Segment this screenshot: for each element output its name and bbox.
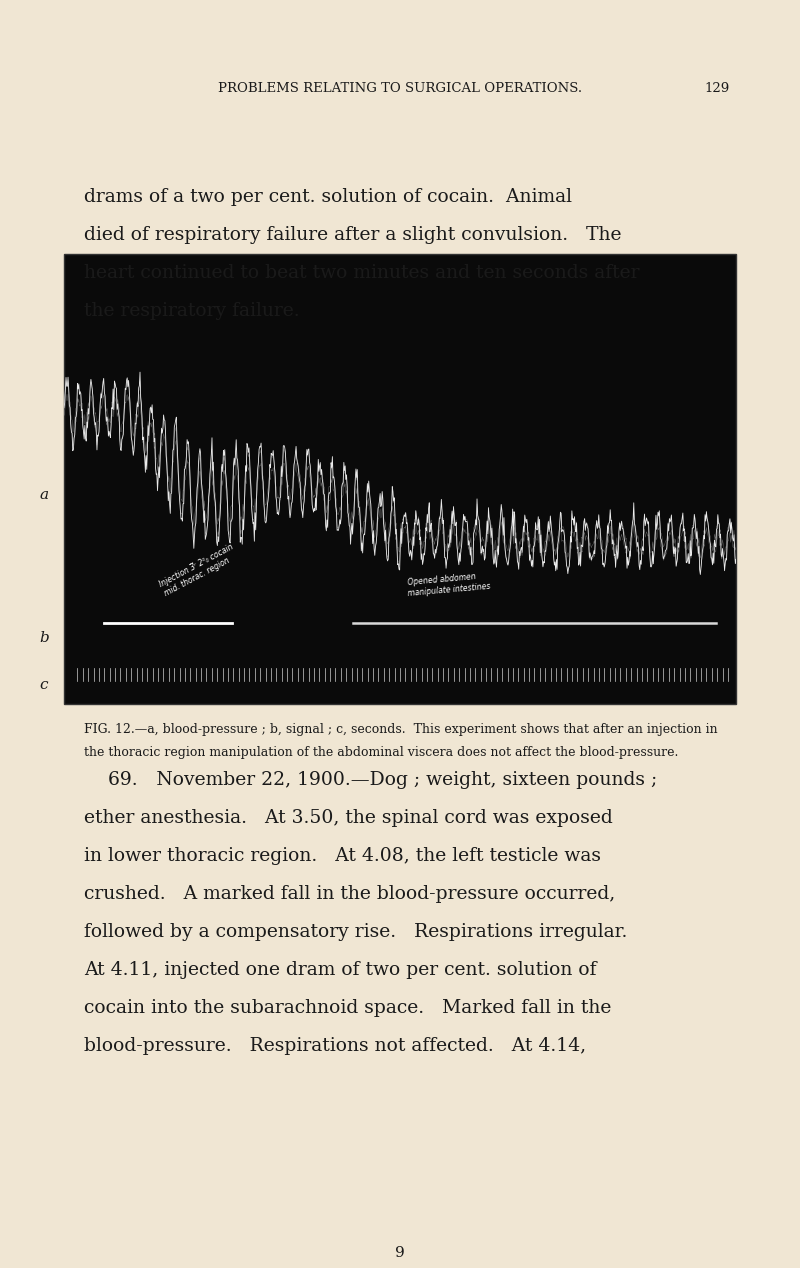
Text: FIG. 12.—a, blood-pressure ; b, signal ; c, seconds.  This experiment shows that: FIG. 12.—a, blood-pressure ; b, signal ;… — [84, 723, 718, 735]
Text: the thoracic region manipulation of the abdominal viscera does not affect the bl: the thoracic region manipulation of the … — [84, 746, 678, 758]
Text: crushed.   A marked fall in the blood-pressure occurred,: crushed. A marked fall in the blood-pres… — [84, 885, 615, 903]
Text: PROBLEMS RELATING TO SURGICAL OPERATIONS.: PROBLEMS RELATING TO SURGICAL OPERATIONS… — [218, 82, 582, 95]
Text: drams of a two per cent. solution of cocain.  Animal: drams of a two per cent. solution of coc… — [84, 188, 572, 205]
Text: 129: 129 — [704, 82, 730, 95]
Text: Injection 3̅ʳ 2⁰₀ cocain
mid. thorac. region: Injection 3̅ʳ 2⁰₀ cocain mid. thorac. re… — [158, 541, 240, 597]
Text: blood-pressure.   Respirations not affected.   At 4.14,: blood-pressure. Respirations not affecte… — [84, 1037, 586, 1055]
Text: Opened abdomen
manipulate intestines: Opened abdomen manipulate intestines — [406, 571, 491, 597]
Text: ether anesthesia.   At 3.50, the spinal cord was exposed: ether anesthesia. At 3.50, the spinal co… — [84, 809, 613, 827]
Text: heart continued to beat two minutes and ten seconds after: heart continued to beat two minutes and … — [84, 264, 639, 281]
Text: At 4.11, injected one dram of two per cent. solution of: At 4.11, injected one dram of two per ce… — [84, 961, 597, 979]
Text: a: a — [39, 487, 49, 502]
Text: b: b — [39, 630, 49, 645]
Text: in lower thoracic region.   At 4.08, the left testicle was: in lower thoracic region. At 4.08, the l… — [84, 847, 601, 865]
Text: followed by a compensatory rise.   Respirations irregular.: followed by a compensatory rise. Respira… — [84, 923, 627, 941]
Bar — [64, 254, 736, 704]
Text: 9: 9 — [395, 1245, 405, 1260]
Text: cocain into the subarachnoid space.   Marked fall in the: cocain into the subarachnoid space. Mark… — [84, 999, 611, 1017]
Text: c: c — [40, 677, 48, 692]
Text: the respiratory failure.: the respiratory failure. — [84, 302, 300, 320]
Text: 69. November 22, 1900.—Dog ; weight, sixteen pounds ;: 69. November 22, 1900.—Dog ; weight, six… — [84, 771, 658, 789]
Text: died of respiratory failure after a slight convulsion.   The: died of respiratory failure after a slig… — [84, 226, 622, 243]
